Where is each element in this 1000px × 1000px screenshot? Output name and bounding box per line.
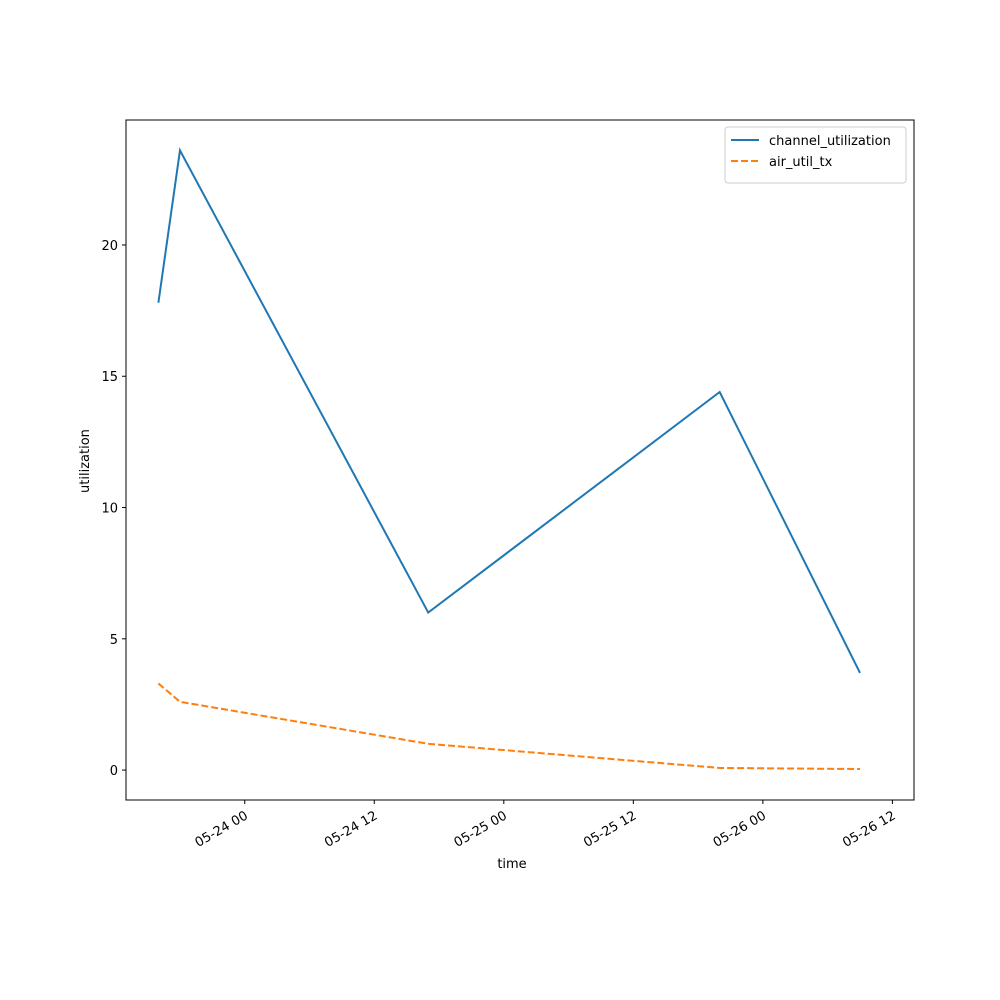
x-axis-label: time bbox=[497, 857, 526, 872]
series-line bbox=[157, 147, 861, 674]
y-tick-label: 10 bbox=[101, 502, 118, 517]
y-tick-label: 0 bbox=[110, 764, 118, 779]
y-tick-label: 5 bbox=[110, 633, 118, 648]
y-axis-label: utilization bbox=[78, 429, 93, 493]
y-tick-label: 20 bbox=[101, 239, 118, 254]
y-tick-label: 15 bbox=[101, 370, 118, 385]
legend-box bbox=[724, 126, 907, 184]
legend: channel_utilization air_util_tx bbox=[724, 126, 907, 184]
plot-frame bbox=[125, 119, 915, 801]
series-line bbox=[157, 682, 861, 771]
legend-label: channel_utilization bbox=[769, 134, 891, 149]
legend-label: air_util_tx bbox=[769, 155, 833, 170]
